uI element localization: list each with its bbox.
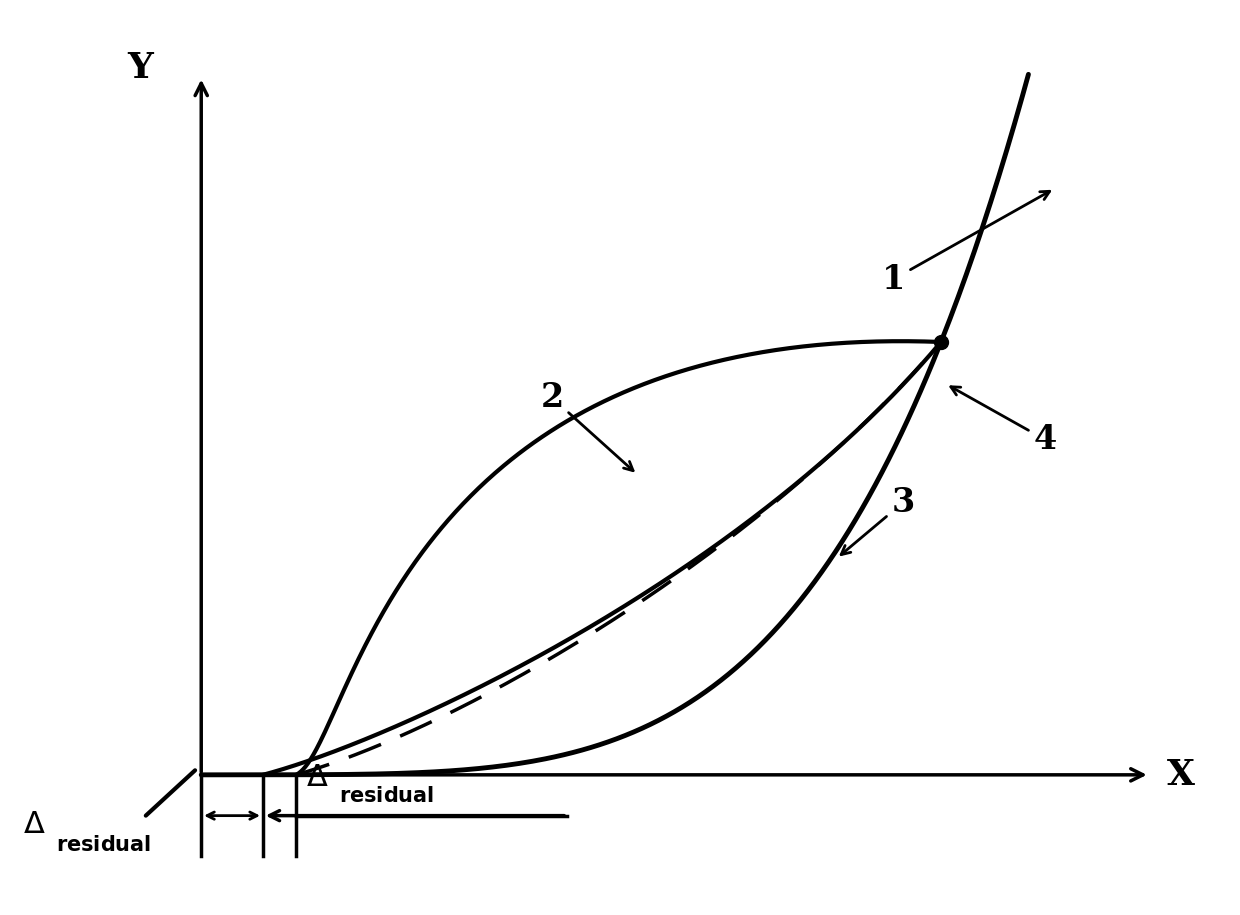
Text: $\Delta$: $\Delta$ [22,809,45,840]
Text: 3: 3 [841,486,915,554]
Text: Y: Y [126,50,153,84]
Text: X: X [1167,758,1194,791]
Text: 2: 2 [541,382,634,470]
Text: $\mathbf{residual}$: $\mathbf{residual}$ [56,834,151,855]
Text: 4: 4 [951,387,1056,457]
Text: $\mathbf{residual}$: $\mathbf{residual}$ [340,786,434,806]
Text: $\Delta$: $\Delta$ [306,762,329,793]
Text: 1: 1 [882,191,1049,296]
